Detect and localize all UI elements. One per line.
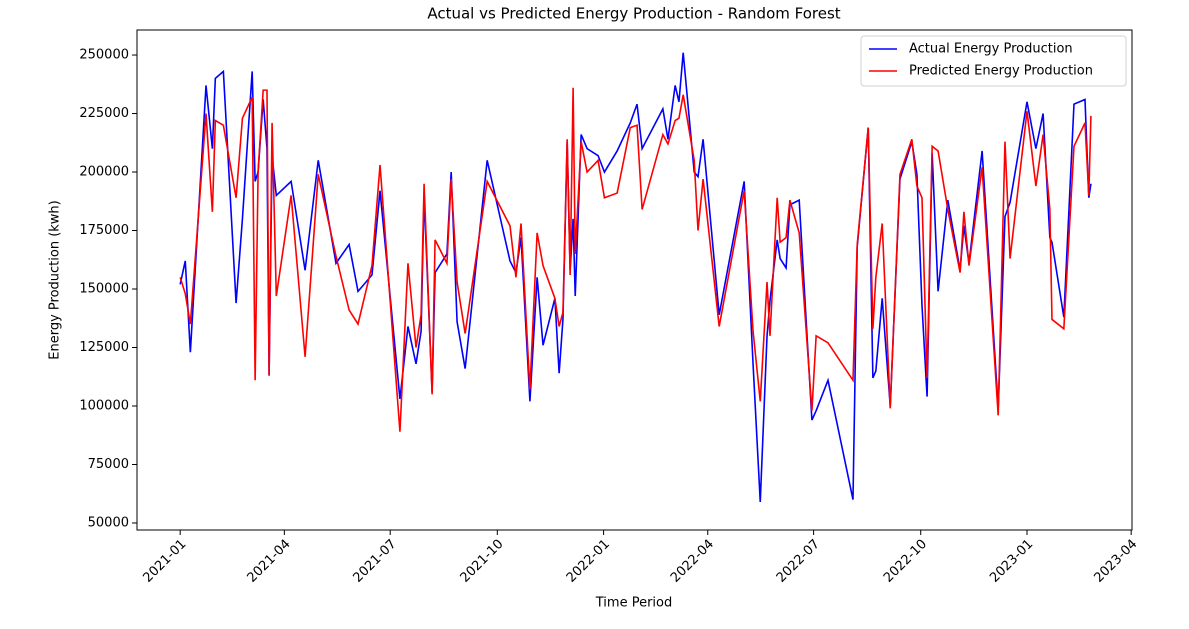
x-tick-label: 2022-10 <box>881 537 930 586</box>
y-tick-label: 150000 <box>79 282 129 297</box>
y-tick-label: 200000 <box>79 165 129 180</box>
legend-box <box>860 35 1127 87</box>
x-tick-label: 2022-04 <box>668 537 717 586</box>
series-line <box>179 52 1092 502</box>
x-tick-label: 2023-04 <box>1091 537 1140 586</box>
y-tick-label: 175000 <box>79 223 129 238</box>
x-tick-label: 2021-01 <box>140 537 189 586</box>
x-tick-label: 2022-07 <box>774 537 823 586</box>
legend-label: Actual Energy Production <box>909 42 1073 57</box>
y-tick-label: 100000 <box>79 398 129 413</box>
x-tick-label: 2021-04 <box>245 537 294 586</box>
x-tick-label: 2021-07 <box>350 537 399 586</box>
y-tick-label: 225000 <box>79 106 129 121</box>
legend-label: Predicted Energy Production <box>909 64 1093 79</box>
series-line <box>179 87 1092 432</box>
x-tick-label: 2021-10 <box>458 537 507 586</box>
y-axis-label: Energy Production (kwh) <box>48 200 63 360</box>
x-tick-label: 2022-01 <box>564 537 613 586</box>
y-tick-label: 75000 <box>88 457 129 472</box>
chart-title: Actual vs Predicted Energy Production - … <box>427 5 840 23</box>
y-tick-label: 250000 <box>79 48 129 63</box>
y-tick-label: 50000 <box>88 515 129 530</box>
plot-frame <box>136 29 1133 531</box>
x-axis-label: Time Period <box>595 596 672 611</box>
x-tick-label: 2023-01 <box>987 537 1036 586</box>
y-tick-label: 125000 <box>79 340 129 355</box>
